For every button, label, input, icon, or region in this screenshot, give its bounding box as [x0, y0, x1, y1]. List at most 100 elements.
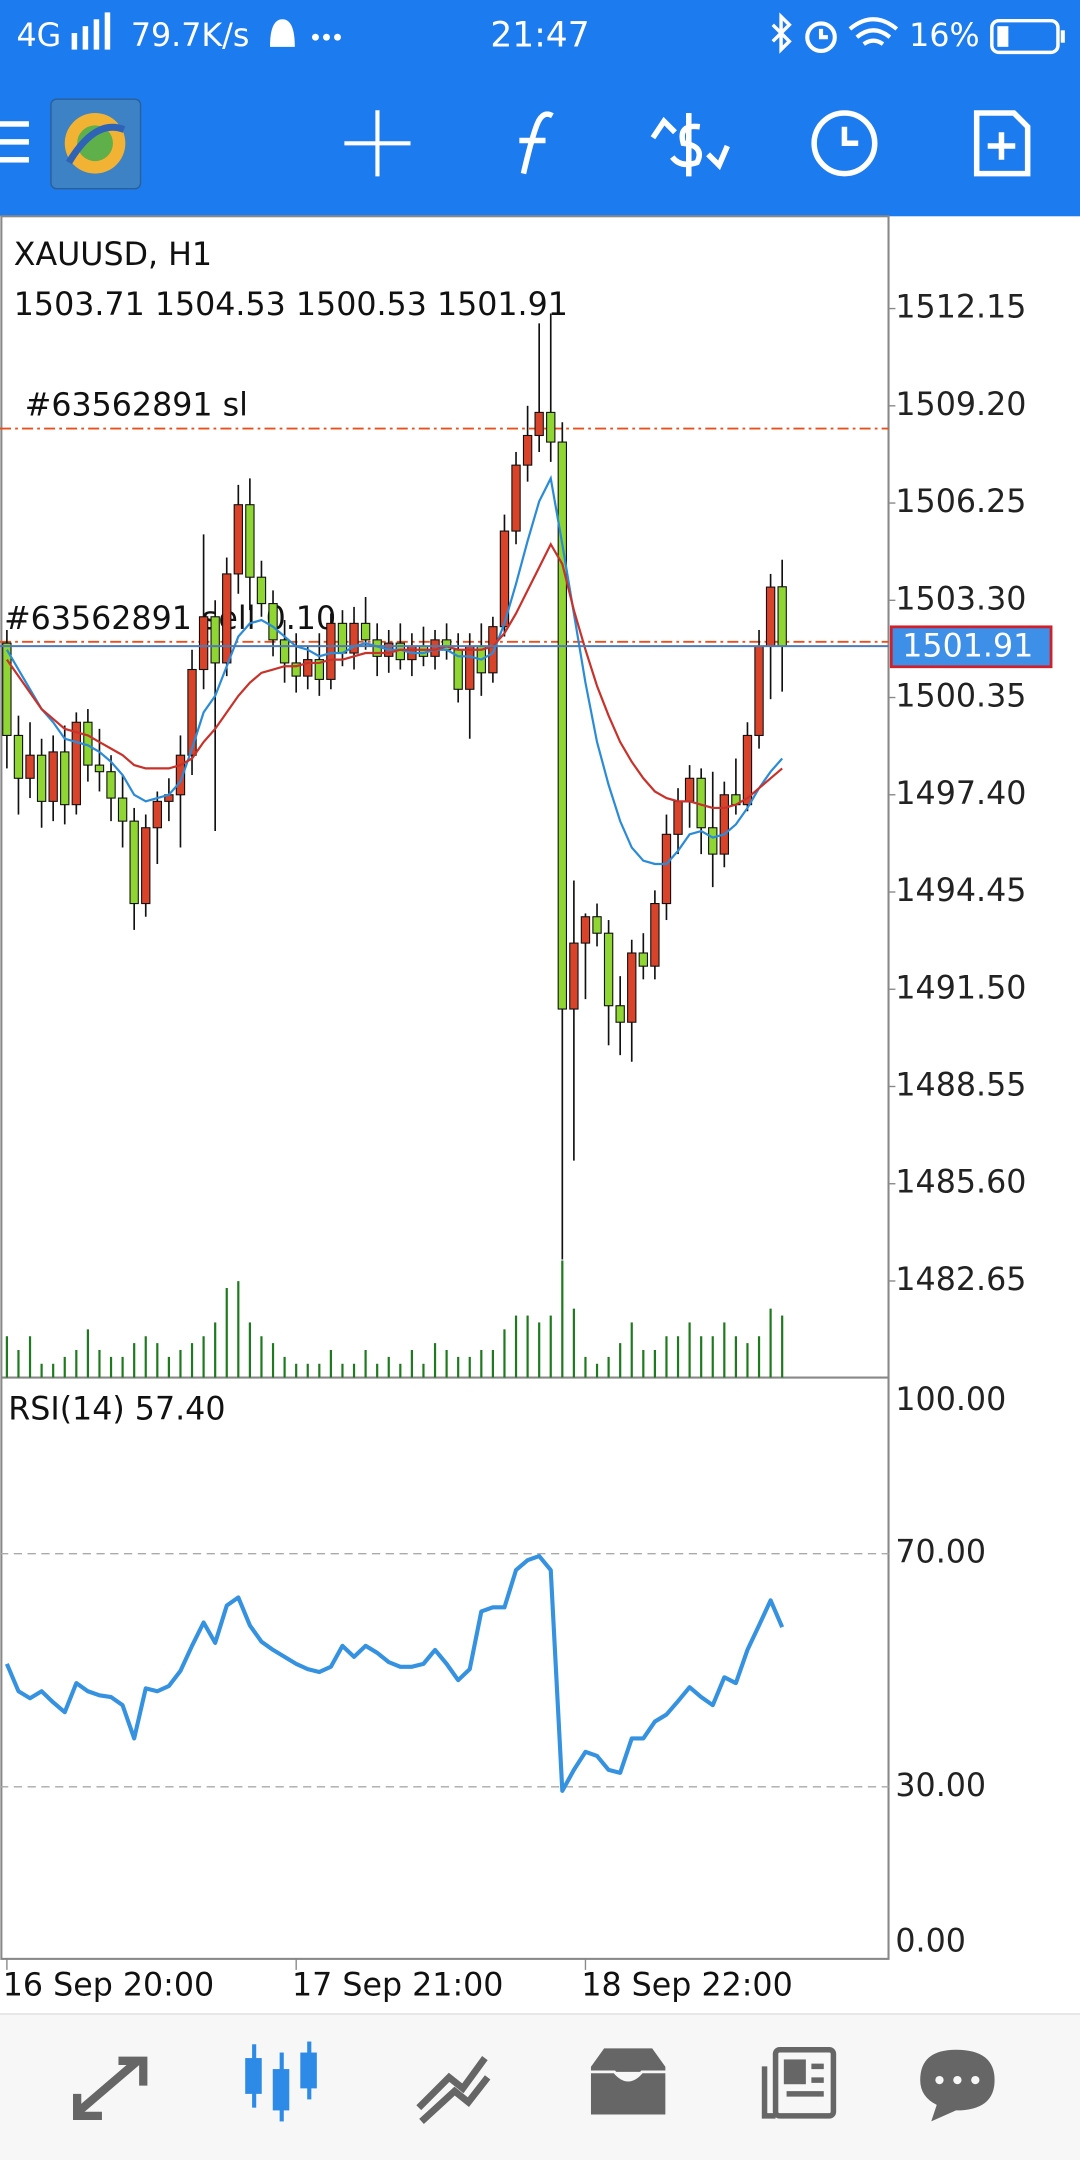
candle-body [117, 797, 128, 822]
candle-body [777, 586, 787, 647]
candle-body [314, 659, 325, 680]
x-tick-label: 16 Sep 20:00 [3, 1967, 214, 2003]
candle-body [603, 932, 614, 1007]
moving-average [5, 474, 784, 866]
candle-body [222, 573, 232, 664]
candle-body [650, 902, 660, 967]
candle-body [534, 411, 544, 437]
alarm-icon [805, 21, 837, 54]
candle-body [141, 827, 151, 905]
candle-body [268, 603, 278, 641]
clock: 21:47 [490, 16, 589, 56]
ohlc-close: 1501.91 [437, 287, 568, 323]
candle-body [129, 820, 139, 905]
candle-body [303, 659, 313, 677]
candle-body [187, 668, 197, 756]
candle-body [210, 616, 220, 664]
candle-body [106, 771, 116, 799]
network: 4G [17, 18, 62, 54]
candle-body [765, 586, 776, 647]
battery-icon [990, 18, 1065, 55]
x-tick-label: 18 Sep 22:00 [581, 1967, 792, 2003]
chat-tab[interactable] [920, 2049, 995, 2122]
candle-body [48, 751, 58, 802]
y-tick-label: 1485.60 [895, 1165, 1026, 1201]
candle-body [557, 441, 568, 1010]
ohlc-low: 1500.53 [296, 287, 427, 323]
candle-body [2, 642, 12, 736]
candle-body [684, 777, 695, 802]
crosshair-button[interactable] [344, 110, 411, 177]
candle-body [465, 645, 475, 690]
timeframe-button[interactable] [811, 110, 878, 177]
ohlc-readout: 1503.71 1504.53 1500.53 1501.91 [14, 287, 568, 323]
candle-body [708, 827, 718, 855]
moving-average [5, 541, 783, 810]
candle-body [36, 754, 47, 802]
candle-body [337, 622, 348, 654]
news-tab[interactable] [761, 2047, 837, 2119]
trade-button[interactable] [650, 112, 730, 177]
x-tick-label: 17 Sep 21:00 [292, 1967, 503, 2003]
candle-body [233, 504, 243, 575]
candle-body [71, 721, 82, 806]
top-bar [0, 0, 1080, 217]
notification-icon [270, 19, 295, 47]
ohlc-open: 1503.71 [14, 287, 145, 323]
candle-body [719, 794, 729, 855]
y-tick-label: 30.00 [895, 1768, 986, 1804]
y-tick-label: 1512.15 [895, 290, 1026, 326]
y-tick-label: 70.00 [895, 1535, 986, 1571]
indicators-button[interactable] [519, 111, 554, 175]
candle-body [198, 616, 209, 671]
battery-level: 16% [909, 18, 979, 54]
rsi-line [4, 1554, 785, 1793]
order-label: #63562891 sell 0.10 [4, 601, 336, 637]
candle-body [349, 622, 359, 654]
y-tick-label: 1494.45 [895, 873, 1026, 909]
symbol-title: XAUUSD, H1 [14, 237, 212, 273]
candle-body [256, 576, 267, 605]
bottom-nav [0, 2013, 1080, 2160]
candle-body [175, 754, 186, 796]
candle-body [661, 833, 672, 905]
candle-body [638, 952, 648, 967]
candle-body [615, 1005, 625, 1023]
quotes-tab[interactable] [73, 2056, 148, 2121]
rsi-value: 57.40 [135, 1392, 226, 1428]
candle-body [488, 626, 498, 674]
trade-tab[interactable] [416, 2056, 491, 2124]
bluetooth-icon [771, 12, 792, 54]
y-tick-label: 1488.55 [895, 1067, 1026, 1103]
candle-body [673, 800, 683, 835]
candle-body [13, 734, 24, 779]
y-tick-label: 1497.40 [895, 776, 1026, 812]
candle-body [522, 434, 533, 466]
candle-body [279, 639, 290, 664]
y-tick-label: 1509.20 [895, 387, 1026, 423]
candle-body [60, 751, 70, 806]
new-order-button[interactable] [973, 110, 1031, 177]
y-tick-label: 0.00 [895, 1923, 966, 1959]
candle-body [152, 800, 162, 829]
candle-body [627, 952, 637, 1023]
history-tab[interactable] [588, 2045, 669, 2118]
price-label: 1501.91 [902, 628, 1033, 664]
wifi-icon [848, 17, 899, 46]
y-tick-label: 1500.35 [895, 679, 1026, 715]
candle-body [742, 734, 753, 806]
y-tick-label: 1506.25 [895, 484, 1026, 520]
rsi-name: RSI(14) [8, 1392, 124, 1428]
menu-button[interactable] [0, 121, 29, 163]
candle-body [245, 504, 255, 578]
candle-body [499, 530, 510, 628]
candle-body [94, 764, 105, 773]
app-logo[interactable] [50, 98, 142, 190]
price-label-box [889, 625, 1053, 669]
candle-body [326, 622, 336, 680]
signal-icon [71, 12, 111, 50]
chart-tab[interactable] [245, 2041, 317, 2122]
rsi-title: RSI(14) 57.40 [8, 1392, 225, 1428]
